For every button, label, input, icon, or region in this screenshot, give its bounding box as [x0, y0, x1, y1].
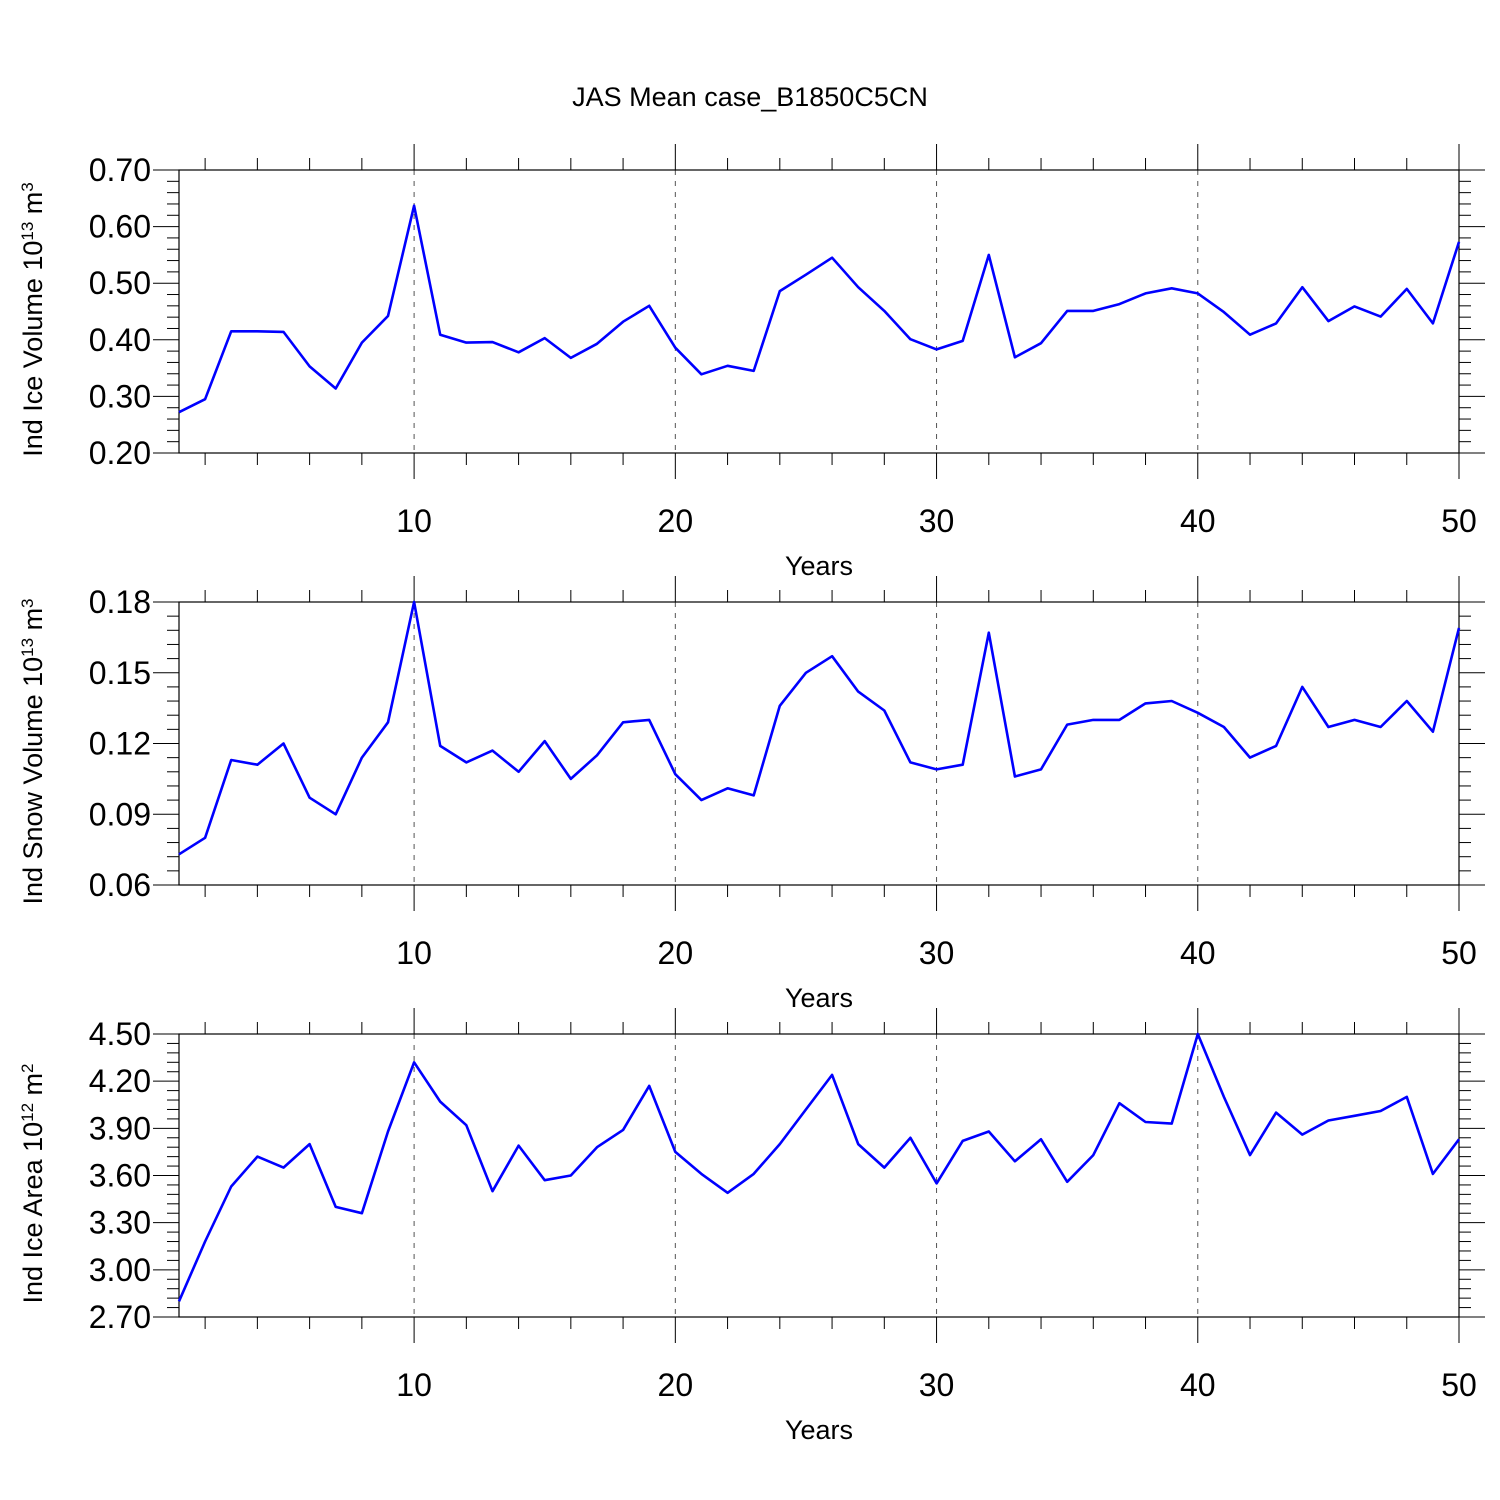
y-tick-label: 2.70 — [89, 1299, 151, 1335]
y-tick-label: 0.12 — [89, 726, 151, 762]
x-tick-label: 30 — [919, 935, 955, 971]
y-tick-label: 0.15 — [89, 655, 151, 691]
y-tick-label: 3.30 — [89, 1205, 151, 1241]
y-axis-title: Ind Ice Volume 1013 m3 — [18, 182, 49, 457]
y-tick-label: 3.90 — [89, 1110, 151, 1146]
y-tick-label: 0.09 — [89, 796, 151, 832]
y-tick-label: 4.20 — [89, 1063, 151, 1099]
x-tick-label: 20 — [658, 503, 694, 539]
y-tick-label: 0.70 — [89, 152, 151, 188]
y-tick-label: 0.40 — [89, 322, 151, 358]
x-axis-title: Years — [785, 551, 853, 581]
x-tick-label: 20 — [658, 935, 694, 971]
x-tick-label: 30 — [919, 1367, 955, 1403]
x-tick-label: 50 — [1441, 503, 1477, 539]
y-tick-label: 0.50 — [89, 265, 151, 301]
plot-frame — [178, 1033, 1460, 1318]
y-tick-label: 0.30 — [89, 378, 151, 414]
y-tick-label: 0.18 — [89, 584, 151, 620]
x-axis-title: Years — [785, 1415, 853, 1445]
series-line — [178, 204, 1461, 414]
series-line — [178, 600, 1461, 856]
chart-title: JAS Mean case_B1850C5CN — [572, 82, 928, 112]
x-tick-label: 10 — [396, 935, 432, 971]
y-tick-label: 3.00 — [89, 1252, 151, 1288]
y-tick-label: 3.60 — [89, 1158, 151, 1194]
x-tick-label: 20 — [658, 1367, 694, 1403]
y-axis-title: Ind Ice Area 1012 m2 — [18, 1063, 49, 1303]
y-tick-label: 0.06 — [89, 867, 151, 903]
y-tick-label: 0.20 — [89, 435, 151, 471]
x-tick-label: 30 — [919, 503, 955, 539]
x-tick-label: 10 — [396, 1367, 432, 1403]
plot-frame — [178, 169, 1460, 454]
x-tick-label: 50 — [1441, 1367, 1477, 1403]
chart-panel-2: 10 20 30 40 50 0.06 0.09 0.12 0.15 0.18 Years Ind S… — [18, 576, 1485, 1013]
series-line — [177, 1032, 1461, 1302]
x-tick-label: 10 — [396, 503, 432, 539]
chart-panel-3: 10 20 30 40 50 2.70 3.00 3.30 3.60 3.90 4.20 4.50 Ye… — [18, 1008, 1485, 1445]
x-tick-label: 40 — [1180, 1367, 1216, 1403]
x-axis-title: Years — [785, 983, 853, 1013]
y-tick-label: 0.60 — [89, 209, 151, 245]
x-tick-label: 40 — [1180, 935, 1216, 971]
x-tick-label: 40 — [1180, 503, 1216, 539]
chart-panel-1: 10 20 30 40 50 0.20 0.30 0.40 0.50 0.60 0.70 Years I… — [18, 144, 1485, 581]
y-axis-title: Ind Snow Volume 1013 m3 — [18, 598, 49, 904]
x-tick-label: 50 — [1441, 935, 1477, 971]
y-tick-label: 4.50 — [89, 1016, 151, 1052]
